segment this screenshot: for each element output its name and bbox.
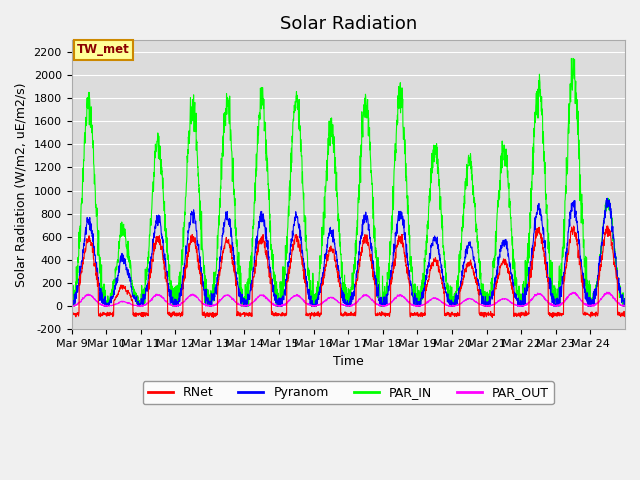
- PAR_IN: [243, 284, 250, 290]
- Pyranom: [515, 301, 523, 307]
- Legend: RNet, Pyranom, PAR_IN, PAR_OUT: RNet, Pyranom, PAR_IN, PAR_OUT: [143, 381, 554, 404]
- Pyranom: [604, 195, 611, 201]
- RNet: [621, 312, 629, 317]
- Pyranom: [124, 269, 131, 275]
- Line: PAR_OUT: PAR_OUT: [72, 292, 625, 306]
- Pyranom: [621, 301, 629, 307]
- Line: PAR_IN: PAR_IN: [72, 59, 625, 306]
- Title: Solar Radiation: Solar Radiation: [280, 15, 417, 33]
- Y-axis label: Solar Radiation (W/m2, uE/m2/s): Solar Radiation (W/m2, uE/m2/s): [15, 83, 28, 287]
- Line: RNet: RNet: [72, 226, 625, 319]
- PAR_OUT: [569, 289, 577, 295]
- PAR_IN: [547, 263, 554, 268]
- RNet: [547, 312, 554, 317]
- PAR_IN: [515, 283, 523, 289]
- Pyranom: [614, 280, 621, 286]
- PAR_OUT: [547, 301, 554, 307]
- PAR_OUT: [68, 303, 76, 309]
- PAR_OUT: [614, 299, 621, 305]
- PAR_OUT: [243, 303, 250, 309]
- PAR_IN: [382, 292, 390, 298]
- PAR_IN: [614, 280, 621, 286]
- PAR_IN: [124, 249, 131, 254]
- Pyranom: [243, 303, 250, 309]
- PAR_IN: [68, 295, 76, 301]
- Line: Pyranom: Pyranom: [72, 198, 625, 306]
- Pyranom: [68, 300, 76, 306]
- PAR_IN: [71, 303, 79, 309]
- PAR_OUT: [382, 302, 390, 308]
- X-axis label: Time: Time: [333, 355, 364, 368]
- RNet: [243, 311, 250, 317]
- PAR_OUT: [124, 300, 131, 306]
- Text: TW_met: TW_met: [77, 43, 130, 56]
- RNet: [123, 288, 131, 294]
- RNet: [382, 310, 390, 316]
- RNet: [614, 311, 621, 317]
- RNet: [515, 311, 523, 317]
- RNet: [570, 223, 577, 229]
- Pyranom: [68, 303, 76, 309]
- PAR_IN: [568, 56, 575, 61]
- RNet: [307, 316, 314, 322]
- Pyranom: [547, 276, 554, 281]
- PAR_OUT: [621, 303, 629, 309]
- PAR_IN: [621, 300, 629, 306]
- PAR_OUT: [515, 303, 523, 309]
- Pyranom: [382, 298, 390, 304]
- PAR_OUT: [69, 303, 77, 309]
- RNet: [68, 310, 76, 315]
